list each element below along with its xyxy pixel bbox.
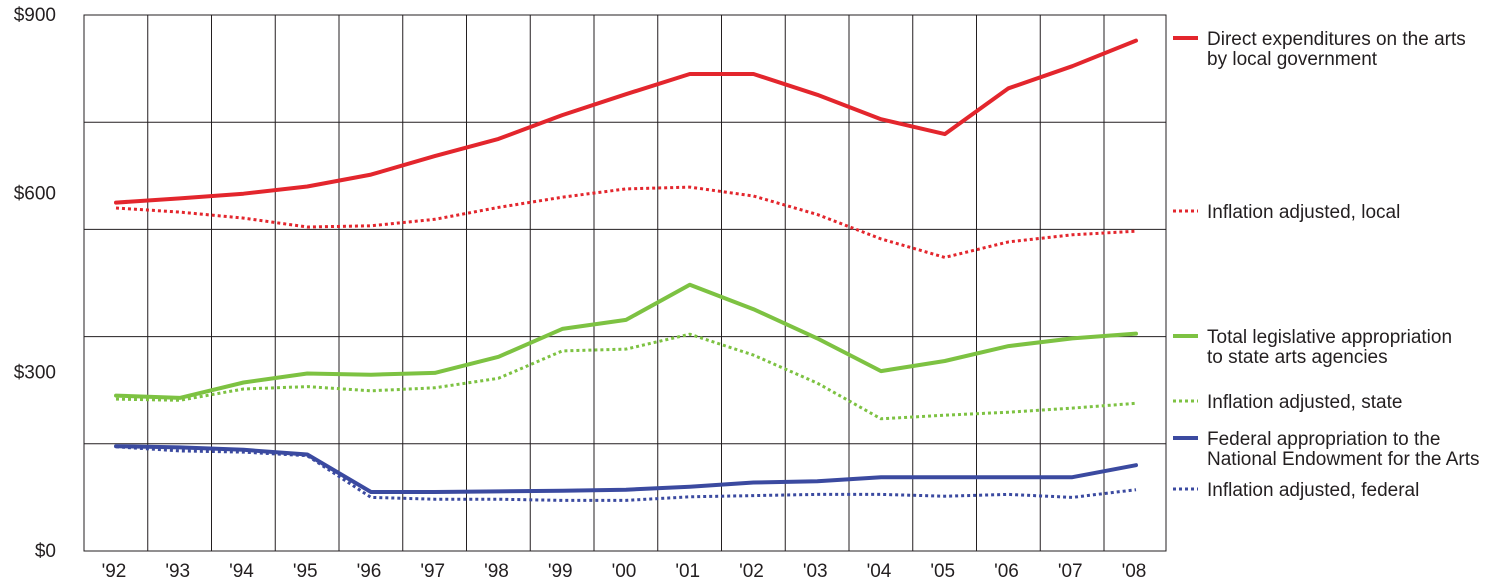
x-tick-label: '01	[675, 561, 700, 582]
y-axis-ticks: $0 $300 $600 $900	[14, 5, 56, 562]
series-line	[114, 444, 1138, 494]
x-tick-label: '07	[1058, 561, 1083, 582]
y-tick-label: $0	[35, 541, 56, 562]
series-lines	[114, 38, 1138, 502]
x-tick-label: '97	[420, 561, 445, 582]
x-tick-label: '94	[229, 561, 254, 582]
legend-label: Direct expenditures on the arts	[1207, 29, 1466, 50]
x-tick-label: '05	[930, 561, 955, 582]
x-tick-label: '93	[165, 561, 190, 582]
series-line	[115, 445, 1137, 502]
legend-label: Inflation adjusted, state	[1207, 392, 1402, 413]
x-tick-label: '96	[357, 561, 382, 582]
series-line	[114, 38, 1138, 205]
grid-lines	[84, 15, 1166, 551]
x-tick-label: '06	[994, 561, 1019, 582]
legend-label: to state arts agencies	[1207, 347, 1388, 368]
x-tick-label: '08	[1122, 561, 1147, 582]
legend-label: Federal appropriation to the	[1207, 429, 1440, 450]
x-tick-label: '95	[293, 561, 318, 582]
y-tick-label: $600	[14, 184, 56, 205]
x-axis-ticks: '92 '93 '94 '95 '96 '97 '98 '99 '00 '01 '02 '03 '04 '…	[102, 561, 1147, 582]
plot-border	[83, 14, 1167, 552]
x-tick-label: '00	[612, 561, 637, 582]
plot-frame	[83, 14, 1167, 552]
y-tick-label: $900	[14, 5, 56, 26]
series-line	[115, 185, 1137, 259]
x-tick-label: '04	[867, 561, 892, 582]
y-tick-label: $300	[14, 362, 56, 383]
legend-label: by local government	[1207, 49, 1378, 70]
x-tick-label: '92	[102, 561, 127, 582]
legend-label: Inflation adjusted, federal	[1207, 480, 1419, 501]
x-tick-label: '98	[484, 561, 509, 582]
series-line	[115, 332, 1137, 421]
series-line	[114, 282, 1138, 400]
x-tick-label: '02	[739, 561, 764, 582]
x-tick-label: '03	[803, 561, 828, 582]
legend-label: Total legislative appropriation	[1207, 327, 1452, 348]
legend-label: National Endowment for the Arts	[1207, 449, 1479, 470]
legend-label: Inflation adjusted, local	[1207, 202, 1400, 223]
x-tick-label: '99	[548, 561, 573, 582]
